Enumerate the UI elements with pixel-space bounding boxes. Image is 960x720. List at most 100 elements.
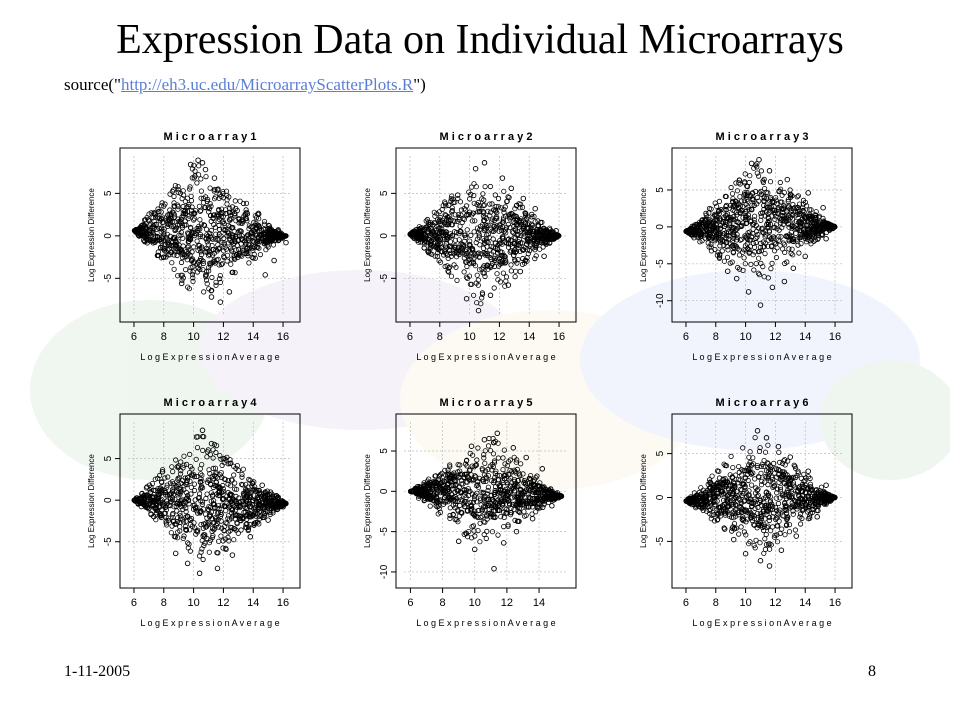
data-point	[767, 205, 773, 211]
data-point	[794, 194, 800, 200]
data-point	[526, 475, 532, 481]
data-point	[455, 469, 461, 475]
data-point	[192, 216, 198, 222]
data-point	[809, 236, 815, 242]
data-point	[459, 219, 465, 226]
data-point	[204, 491, 210, 497]
data-point	[266, 498, 272, 504]
data-point	[548, 233, 554, 239]
data-point	[692, 231, 698, 237]
data-points	[131, 157, 289, 305]
data-point	[542, 489, 548, 496]
data-point	[169, 188, 176, 195]
data-point	[495, 532, 501, 538]
data-point	[786, 522, 793, 528]
data-point	[514, 483, 520, 490]
data-point	[803, 215, 809, 222]
data-point	[165, 517, 171, 523]
data-point	[705, 240, 711, 246]
data-point	[452, 212, 458, 218]
data-point	[246, 223, 252, 229]
data-point	[469, 502, 475, 508]
data-point	[217, 226, 223, 233]
data-point	[174, 484, 180, 490]
data-point	[231, 255, 237, 261]
y-tick-label: -5	[103, 273, 114, 282]
data-point	[198, 486, 204, 492]
data-point	[717, 243, 723, 249]
data-point	[274, 231, 280, 238]
data-point	[468, 477, 474, 483]
data-point	[483, 478, 489, 485]
data-point	[708, 241, 714, 248]
source-command: source("http://eh3.uc.edu/MicroarrayScat…	[64, 74, 426, 96]
data-point	[752, 249, 758, 255]
data-point	[683, 228, 689, 234]
data-point	[251, 239, 257, 245]
data-point	[432, 213, 438, 219]
data-point	[159, 238, 165, 244]
data-point	[249, 488, 255, 494]
data-point	[233, 507, 239, 513]
data-point	[781, 190, 787, 196]
data-point	[458, 212, 464, 218]
data-point	[243, 241, 249, 247]
data-point	[464, 457, 470, 463]
data-point	[213, 449, 219, 456]
data-point	[502, 473, 508, 479]
data-point	[756, 198, 762, 204]
data-point	[442, 199, 448, 205]
data-point	[455, 195, 461, 202]
data-point	[752, 213, 758, 219]
data-point	[491, 565, 497, 572]
data-point	[429, 227, 435, 233]
data-point	[434, 235, 440, 241]
source-url-link[interactable]: http://eh3.uc.edu/MicroarrayScatterPlots…	[120, 75, 414, 94]
data-point	[763, 195, 769, 202]
data-point	[742, 261, 748, 267]
data-point	[439, 222, 445, 228]
data-point	[194, 473, 200, 480]
data-point	[252, 213, 258, 219]
data-point	[734, 244, 740, 250]
data-point	[481, 202, 488, 208]
data-point	[243, 498, 249, 504]
data-point	[212, 504, 218, 511]
data-point	[768, 236, 774, 242]
data-point	[148, 238, 154, 244]
data-point	[452, 245, 458, 251]
data-point	[428, 238, 434, 244]
data-point	[269, 233, 275, 240]
data-point	[723, 193, 729, 200]
data-point	[275, 494, 281, 500]
data-point	[492, 474, 498, 481]
data-point	[169, 523, 175, 529]
data-point	[243, 493, 249, 499]
data-point	[206, 268, 212, 274]
data-point	[157, 218, 163, 224]
data-point	[178, 459, 184, 465]
data-point	[230, 513, 236, 519]
data-point	[228, 510, 235, 516]
data-point	[455, 538, 462, 545]
y-axis: -505	[103, 455, 120, 546]
data-point	[797, 218, 803, 224]
data-point	[784, 215, 790, 221]
data-point	[463, 479, 469, 485]
data-point	[463, 487, 469, 493]
data-point	[211, 188, 217, 194]
data-point	[274, 504, 280, 510]
data-point	[226, 497, 232, 503]
data-point	[173, 457, 179, 463]
data-point	[213, 231, 219, 237]
data-point	[761, 274, 767, 280]
data-point	[785, 198, 791, 205]
data-point	[432, 253, 438, 259]
data-point	[250, 245, 256, 251]
data-point	[239, 253, 245, 259]
data-point	[429, 229, 435, 235]
data-point	[191, 244, 197, 250]
data-point	[269, 491, 275, 497]
data-point	[163, 492, 169, 498]
data-point	[452, 474, 458, 480]
